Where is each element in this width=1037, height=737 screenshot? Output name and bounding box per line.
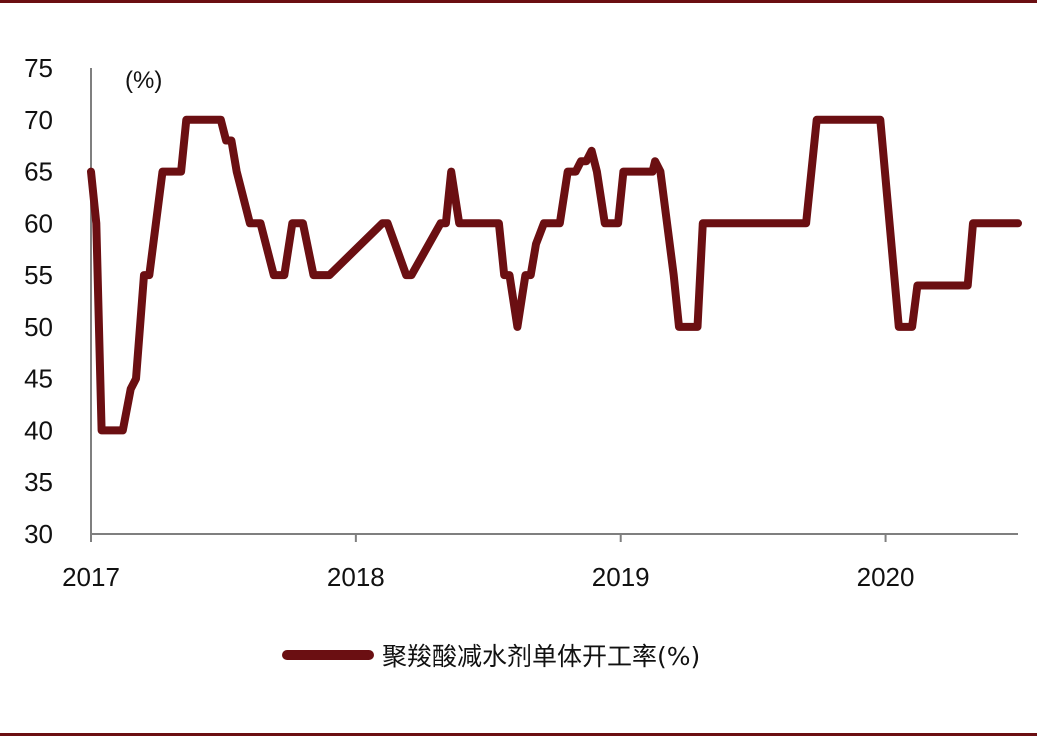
series-line-0	[87, 115, 1022, 435]
x-tick-label: 2019	[592, 562, 650, 592]
y-axis-unit-label: (%)	[125, 67, 162, 94]
series-layer	[87, 115, 1022, 435]
legend-label: 聚羧酸减水剂单体开工率(%)	[382, 642, 701, 671]
y-tick-label: 55	[24, 260, 53, 290]
y-tick-label: 35	[24, 467, 53, 497]
y-tick-label: 30	[24, 519, 53, 549]
legend-swatch	[282, 650, 374, 660]
x-axis-ticks: 2017 2018 2019 2020	[62, 534, 914, 592]
y-tick-label: 75	[24, 53, 53, 83]
y-axis-ticks: 30 35 40 45 50 55 60 65 70 75	[24, 53, 53, 549]
bottom-rule	[0, 733, 1037, 736]
x-tick-label: 2017	[62, 562, 120, 592]
legend: 聚羧酸减水剂单体开工率(%)	[282, 630, 700, 680]
top-rule	[0, 0, 1037, 3]
y-tick-label: 65	[24, 157, 53, 187]
y-tick-label: 45	[24, 364, 53, 394]
y-tick-label: 70	[24, 105, 53, 135]
y-tick-label: 60	[24, 208, 53, 238]
y-tick-label: 40	[24, 415, 53, 445]
y-tick-label: 50	[24, 312, 53, 342]
x-tick-label: 2018	[327, 562, 385, 592]
x-tick-label: 2020	[857, 562, 915, 592]
